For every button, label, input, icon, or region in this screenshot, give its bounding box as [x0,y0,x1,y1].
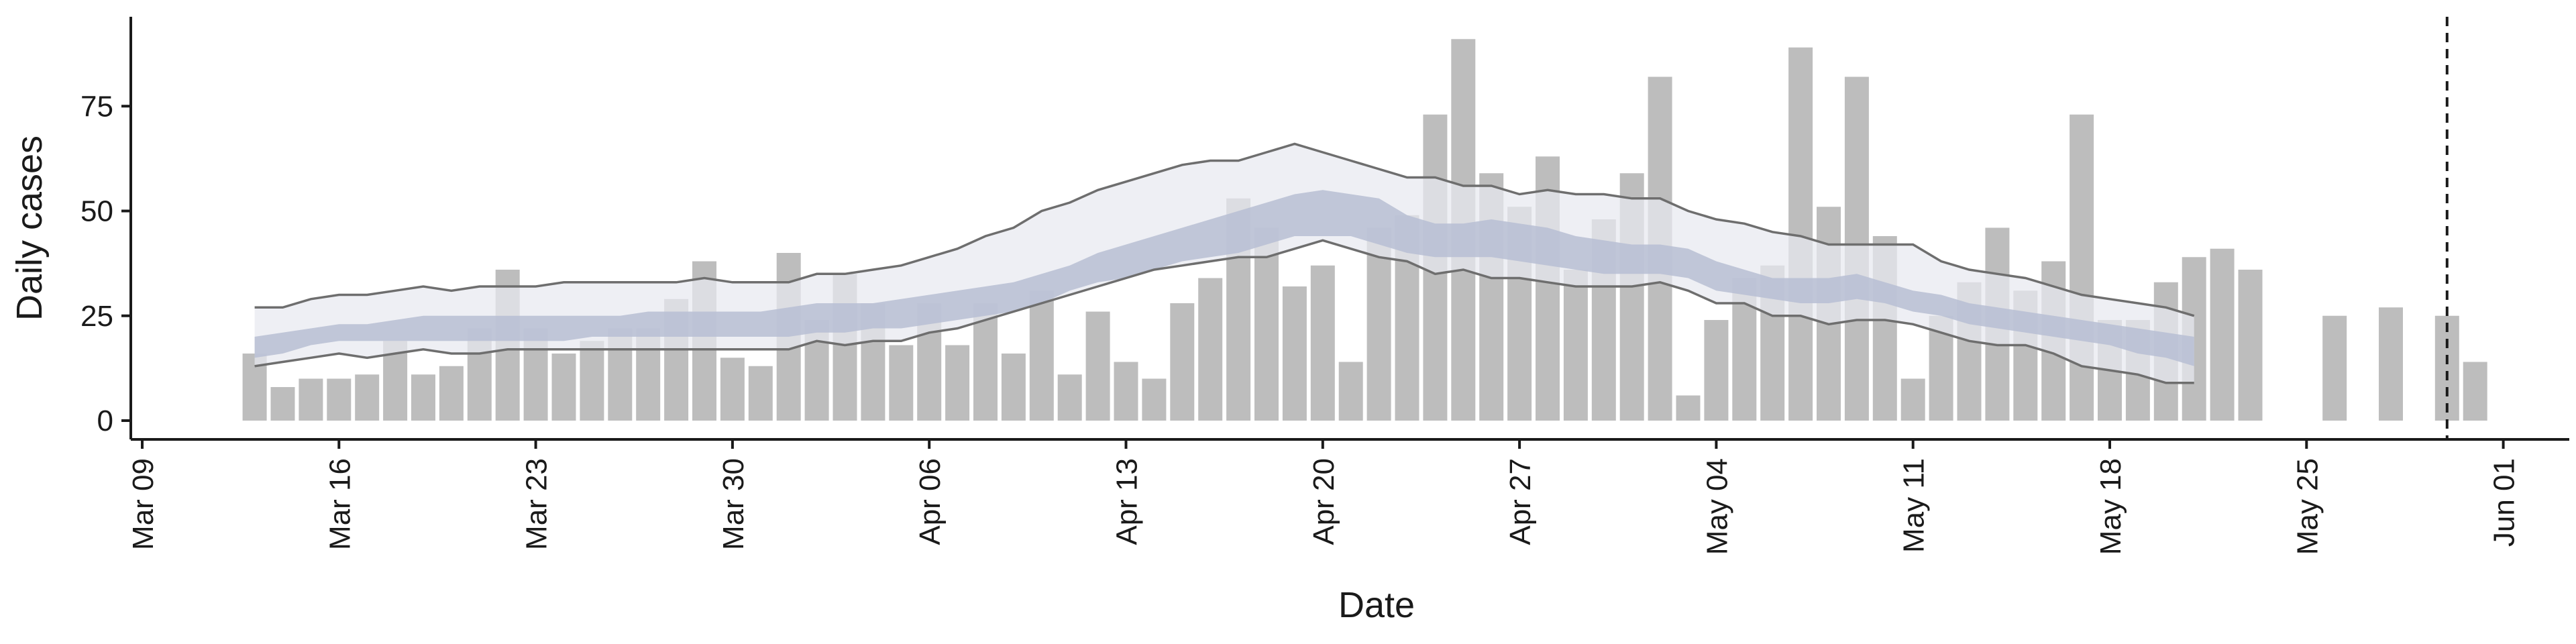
x-tick-label: May 11 [1898,458,1931,553]
bar [889,345,914,421]
x-tick-label: May 25 [2291,458,2324,555]
bar [748,366,773,421]
upper-bound-line [254,142,2195,317]
bar [1310,265,1335,421]
bar [2463,362,2487,421]
bar [580,341,604,421]
bar [1142,378,1167,421]
bar [945,345,970,421]
bar [1001,354,1026,421]
bar [439,366,464,421]
axes: 0 25 50 75 Mar 09 Mar 16 Mar 23 Mar 30 Apr 06 Apr… [80,17,2569,555]
bar [1170,303,1195,421]
inner-band-overlay [254,190,2194,366]
bar [2322,315,2347,421]
outer-band [254,144,2194,383]
lower-bound-line [254,239,2194,384]
bar [1676,395,1701,421]
bar [355,374,380,421]
x-tick-label: Jun 01 [2488,458,2521,547]
y-tick-label: 0 [97,405,113,437]
bar [720,358,745,421]
bar [1366,227,1391,421]
bar [270,387,295,421]
x-tick-label: May 04 [1701,458,1733,555]
y-axis-title: Daily cases [9,136,50,321]
bar [1029,290,1054,421]
bar [2434,315,2459,421]
bar [1338,362,1363,421]
x-tick-label: Mar 23 [521,458,553,550]
bar [2210,248,2235,421]
bar [1282,286,1307,421]
bar [1563,270,1588,421]
bar [1114,362,1138,421]
bar [2238,270,2263,421]
bar [1254,227,1279,421]
x-tick-label: Apr 20 [1307,458,1340,545]
bar [1085,311,1110,421]
x-tick-label: May 18 [2094,458,2127,555]
x-tick-label: Apr 06 [914,458,947,545]
x-tick-label: Apr 27 [1504,458,1537,545]
bar [299,378,323,421]
bar [2070,114,2094,421]
bar [551,354,576,421]
x-tick-label: Apr 13 [1111,458,1144,545]
y-tick-label: 25 [80,300,113,333]
bar [327,378,352,421]
bar [411,374,435,421]
bar [1198,278,1223,421]
x-tick-label: Mar 09 [127,458,160,550]
x-tick-label: Mar 30 [717,458,750,550]
bar [1900,378,1925,421]
bar [1704,320,1729,421]
plot-area [242,17,2487,439]
x-tick-label: Mar 16 [323,458,356,550]
x-axis-title: Date [1338,585,1415,625]
inner-band [254,190,2194,366]
y-tick-label: 75 [80,90,113,123]
bar [1057,374,1082,421]
y-tick-label: 50 [80,195,113,228]
bar [2379,307,2403,421]
